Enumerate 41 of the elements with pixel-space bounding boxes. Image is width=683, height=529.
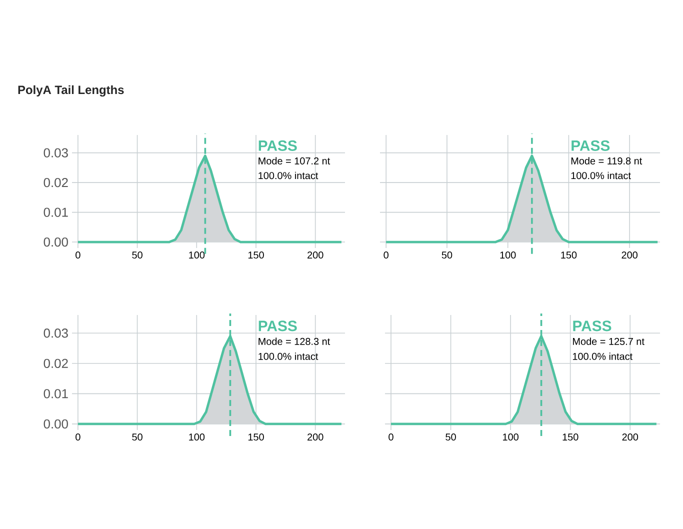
chart-title: PolyA Tail Lengths	[18, 85, 124, 97]
y-tick-label: 0.01	[44, 208, 68, 217]
annotation: PASS	[573, 320, 612, 332]
x-tick-label: 100	[189, 252, 205, 259]
x-tick-label: 200	[622, 252, 638, 259]
x-tick-label: 100	[189, 434, 205, 441]
x-tick-label: 150	[248, 434, 264, 441]
annotation: 100.0% intact	[572, 352, 632, 360]
annotation: Mode = 119.8 nt	[571, 157, 642, 164]
x-tick-label: 50	[442, 252, 452, 259]
y-tick-label: 0.00	[44, 419, 68, 429]
annotation: PASS	[572, 140, 610, 151]
x-tick-label: 0	[76, 252, 80, 259]
x-tick-label: 50	[132, 252, 142, 259]
x-tick-label: 150	[561, 252, 577, 259]
y-tick-label: 0.03	[44, 328, 68, 338]
x-tick-label: 150	[562, 434, 578, 441]
annotation: PASS	[258, 140, 297, 151]
y-tick-label: 0.03	[44, 148, 68, 158]
x-tick-label: 50	[446, 434, 456, 441]
x-tick-label: 200	[622, 434, 638, 441]
annotation: 100.0% intact	[258, 352, 318, 360]
x-tick-label: 0	[388, 434, 394, 441]
annotation: Mode = 125.7 nt	[573, 338, 644, 345]
x-tick-label: 200	[308, 434, 324, 441]
x-tick-label: 100	[500, 252, 516, 259]
y-tick-label: 0.02	[44, 178, 68, 188]
annotation: PASS	[258, 320, 297, 332]
y-tick-label: 0.02	[44, 358, 68, 368]
x-tick-label: 200	[308, 252, 324, 259]
annotation: 100.0% intact	[258, 172, 318, 180]
y-tick-label: 0.01	[44, 389, 68, 398]
annotation: Mode = 107.2 nt	[258, 157, 330, 164]
x-tick-label: 150	[248, 252, 264, 259]
annotation: Mode = 128.3 nt	[258, 338, 330, 345]
annotation: 100.0% intact	[571, 172, 631, 180]
x-tick-label: 0	[384, 252, 388, 259]
x-tick-label: 50	[132, 434, 142, 441]
y-tick-label: 0.00	[44, 237, 68, 247]
x-tick-label: 0	[76, 434, 80, 441]
x-tick-label: 100	[503, 434, 518, 441]
